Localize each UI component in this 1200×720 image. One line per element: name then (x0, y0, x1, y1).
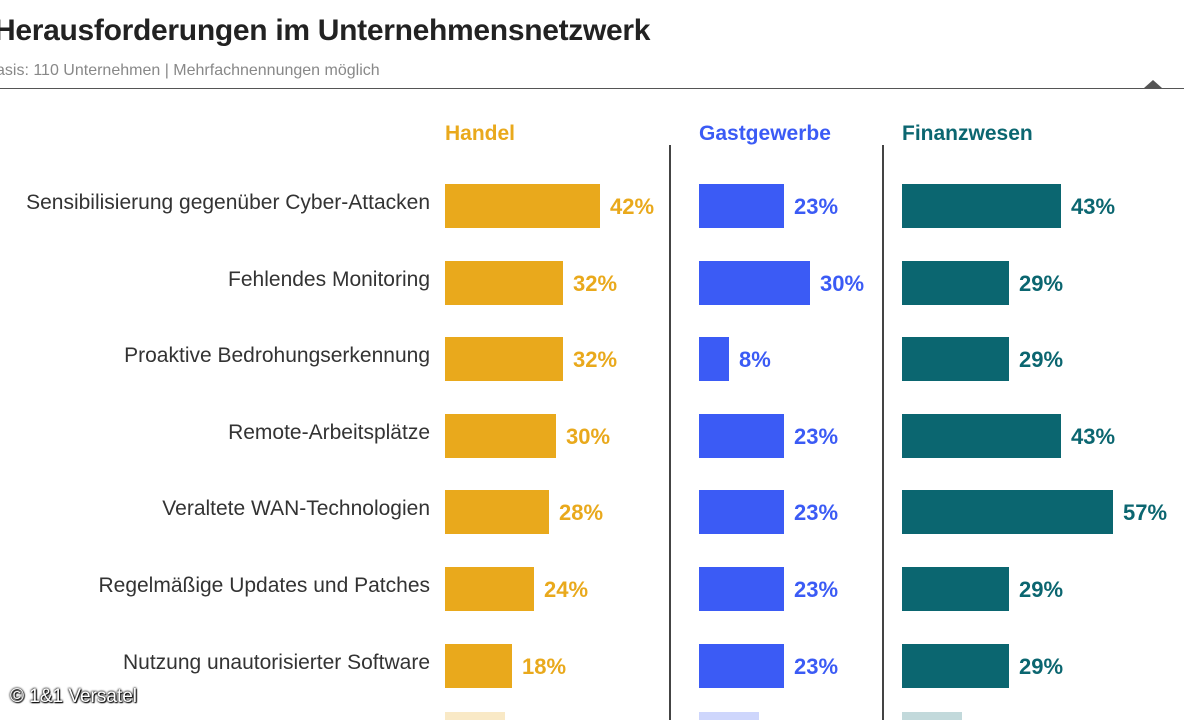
column-divider (882, 145, 884, 720)
category-label: Regelmäßige Updates und Patches (98, 574, 430, 597)
bar-gastgewerbe (699, 413, 784, 458)
series-header-gastgewerbe: Gastgewerbe (699, 122, 831, 145)
bar-finanzwesen (902, 337, 1009, 382)
value-label-handel: 18% (522, 653, 567, 679)
value-label-finanzwesen: 29% (1019, 577, 1064, 602)
value-label-handel: 30% (566, 423, 611, 449)
cut-off-bar (699, 712, 759, 720)
value-label-handel: 32% (573, 347, 618, 373)
bar-finanzwesen (902, 643, 1009, 688)
bar-finanzwesen (902, 260, 1009, 305)
category-label: Fehlendes Monitoring (228, 267, 430, 291)
cut-off-bar (902, 712, 962, 720)
value-label-gastgewerbe: 23% (794, 194, 839, 219)
bar-gastgewerbe (699, 643, 784, 688)
value-label-gastgewerbe: 23% (794, 500, 839, 526)
bar-gastgewerbe (699, 184, 784, 228)
value-label-finanzwesen: 29% (1019, 270, 1064, 296)
series-header-finanzwesen: Finanzwesen (902, 122, 1033, 145)
copyright-notice: © 1&1 Versatel (10, 686, 138, 707)
bar-finanzwesen (902, 567, 1009, 611)
bar-handel (445, 260, 563, 305)
bar-handel (445, 337, 563, 382)
value-label-finanzwesen: 43% (1071, 423, 1116, 449)
value-label-handel: 42% (610, 194, 655, 219)
value-label-handel: 24% (544, 577, 589, 602)
value-label-finanzwesen: 57% (1123, 500, 1168, 526)
category-label: Remote-Arbeitsplätze (228, 420, 430, 444)
bar-handel (445, 643, 512, 688)
value-label-handel: 32% (573, 270, 618, 296)
category-label: Proaktive Bedrohungserkennung (124, 344, 430, 368)
bar-gastgewerbe (699, 260, 810, 305)
bar-gastgewerbe (699, 567, 784, 611)
bar-handel (445, 413, 556, 458)
value-label-handel: 28% (559, 500, 604, 526)
category-label: Sensibilisierung gegenüber Cyber-Attacke… (26, 191, 430, 214)
bar-handel (445, 490, 549, 535)
bar-finanzwesen (902, 184, 1061, 228)
value-label-gastgewerbe: 30% (820, 270, 865, 296)
value-label-finanzwesen: 29% (1019, 653, 1064, 679)
bar-handel (445, 567, 534, 611)
category-label: Nutzung unautorisierter Software (123, 650, 430, 674)
value-label-gastgewerbe: 8% (739, 347, 771, 373)
series-header-handel: Handel (445, 122, 516, 145)
bar-gastgewerbe (699, 490, 784, 535)
value-label-gastgewerbe: 23% (794, 423, 839, 449)
bar-handel (445, 184, 600, 228)
chart-subtitle: asis: 110 Unternehmen | Mehrfachnennunge… (0, 62, 380, 79)
header-rule (0, 88, 1184, 89)
value-label-gastgewerbe: 23% (794, 577, 839, 602)
column-divider (669, 145, 671, 720)
value-label-gastgewerbe: 23% (794, 653, 839, 679)
value-label-finanzwesen: 29% (1019, 347, 1064, 373)
cut-off-bar (445, 712, 505, 720)
bar-gastgewerbe (699, 337, 729, 382)
value-label-finanzwesen: 43% (1071, 194, 1116, 219)
triangle-marker-icon (1144, 80, 1162, 88)
bar-finanzwesen (902, 490, 1113, 535)
chart-title: Herausforderungen im Unternehmensnetzwer… (0, 14, 651, 47)
category-label: Veraltete WAN-Technologien (162, 497, 430, 521)
bar-finanzwesen (902, 413, 1061, 458)
